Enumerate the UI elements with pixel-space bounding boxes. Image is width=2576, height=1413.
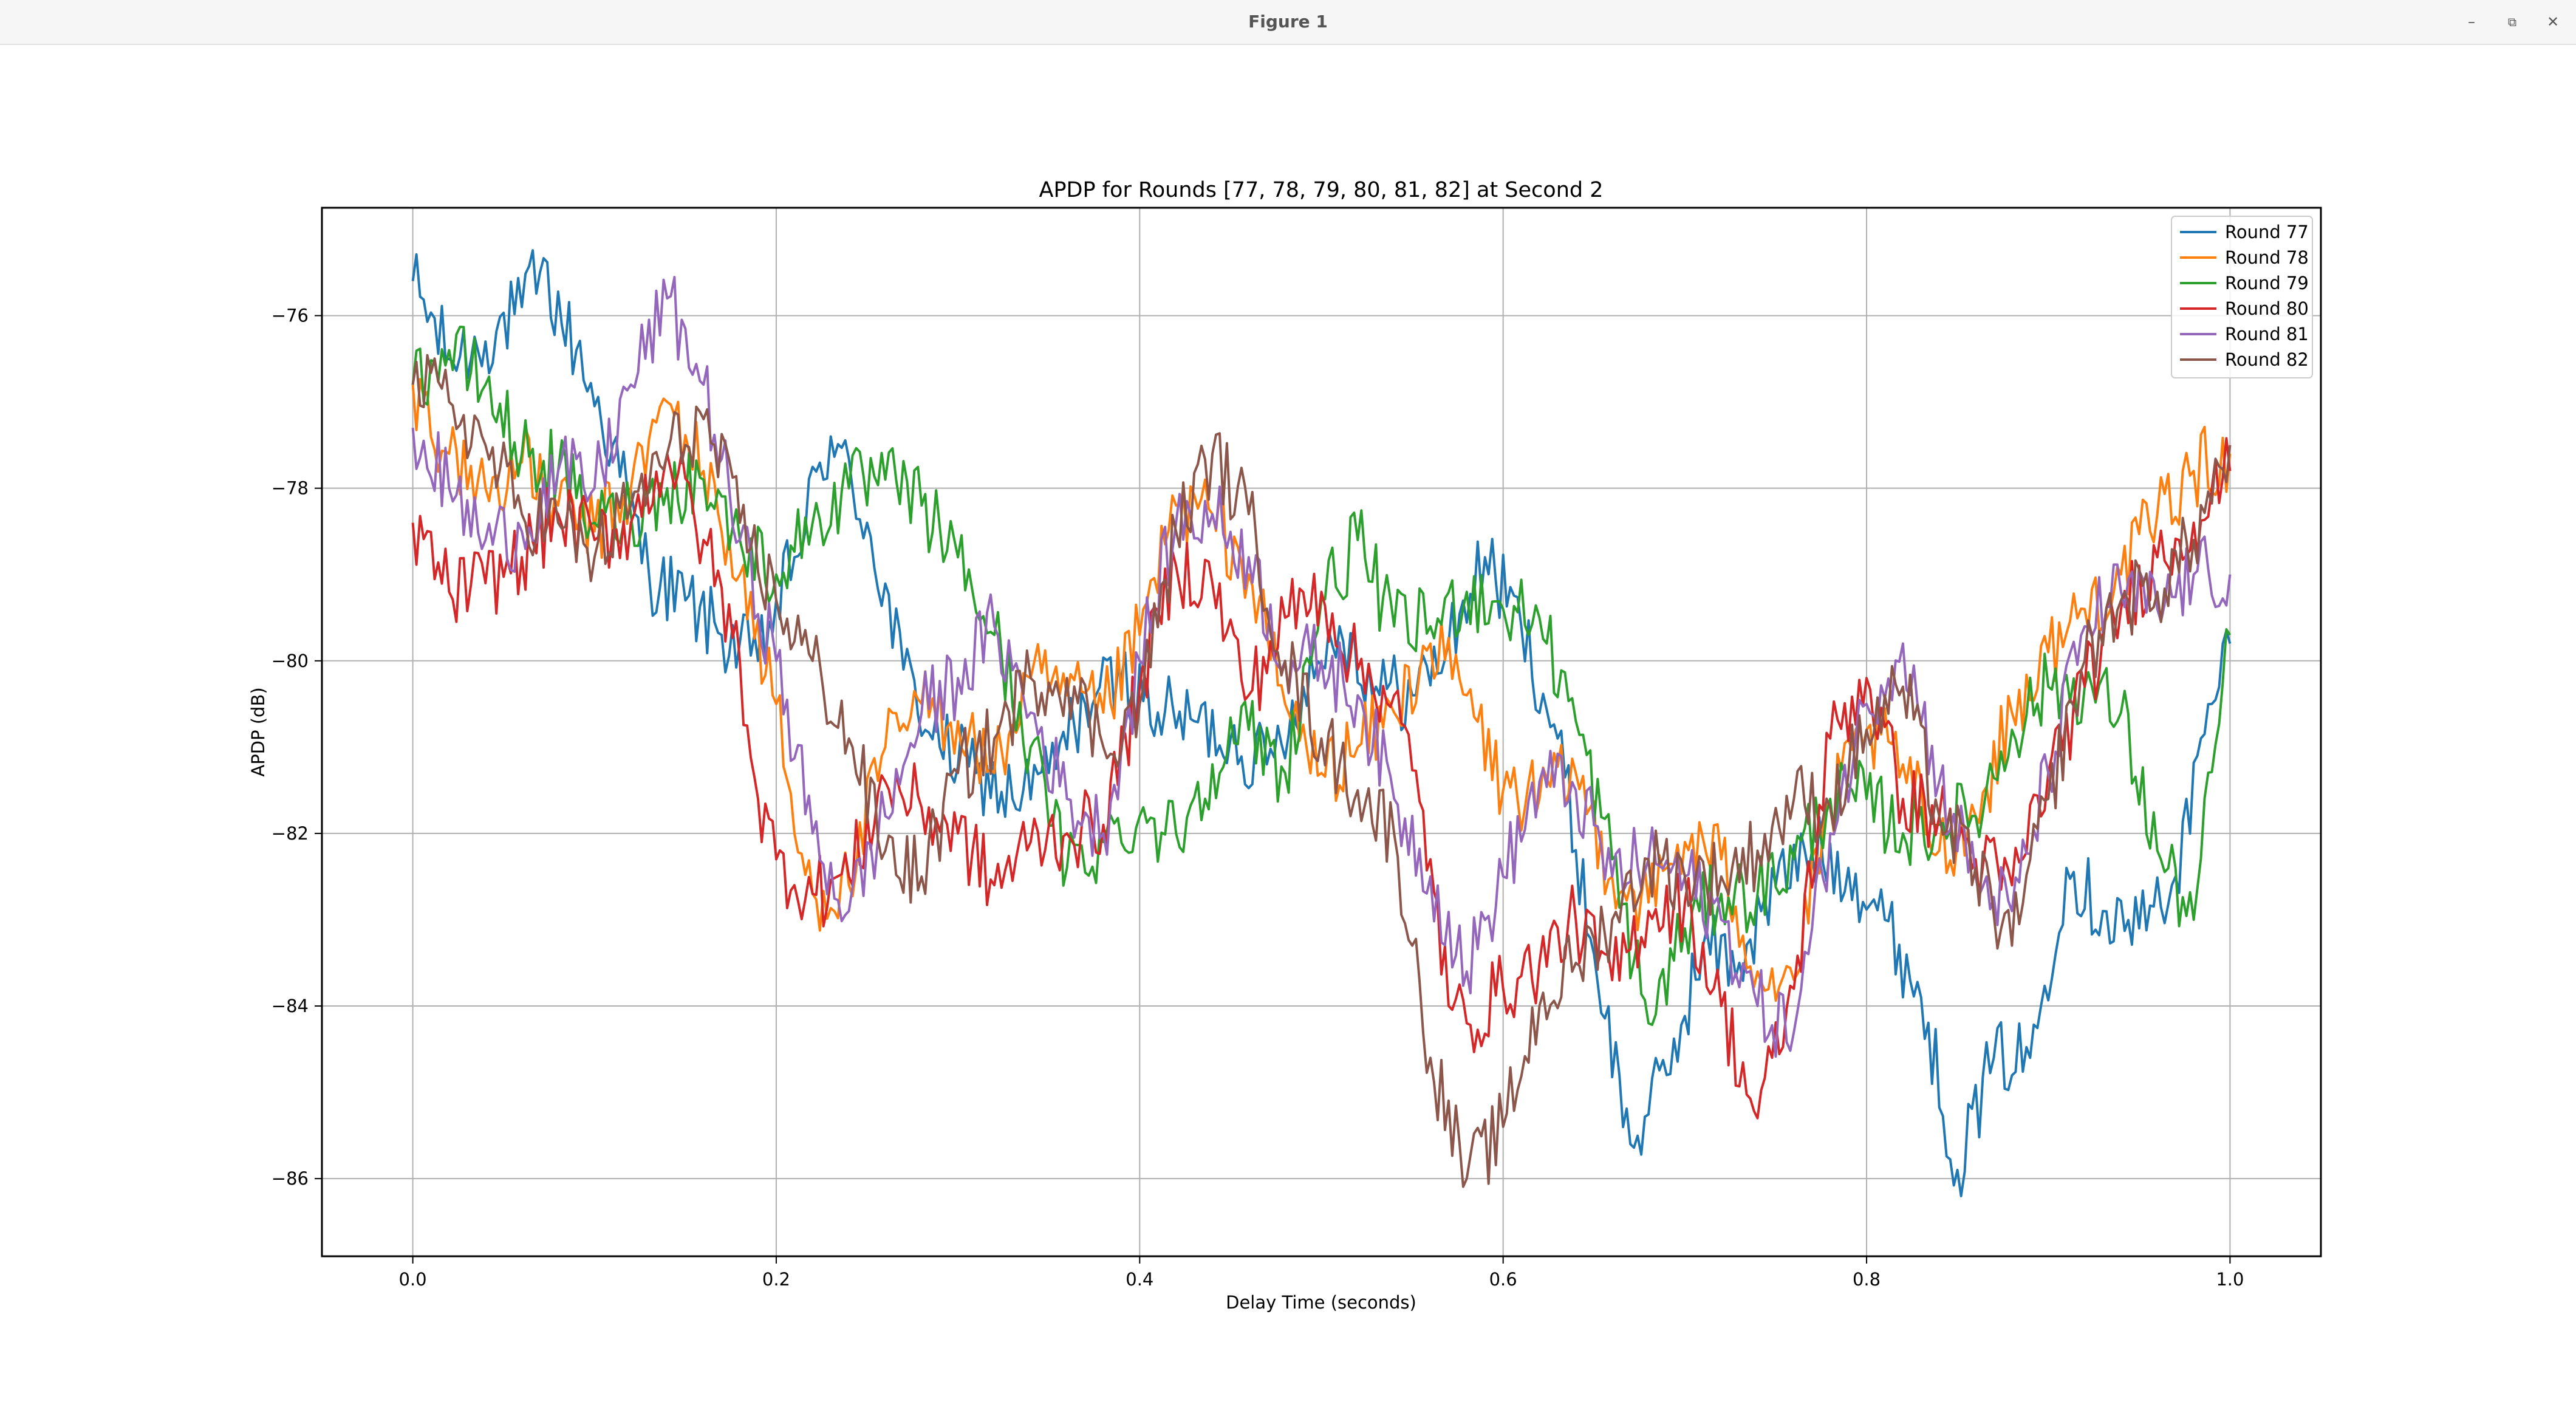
y-tick-label: −80 (272, 651, 309, 671)
minimize-button[interactable]: – (2468, 13, 2475, 30)
series-line-round-82 (411, 354, 2232, 1188)
x-tick-label: 0.8 (1853, 1269, 1881, 1290)
legend-label: Round 78 (2225, 247, 2309, 268)
x-tick-label: 0.4 (1126, 1269, 1153, 1290)
x-axis: 0.0 0.2 0.4 0.6 0.8 1.0 (399, 1256, 2244, 1290)
legend-label: Round 81 (2225, 324, 2309, 344)
y-axis-label: APDP (dB) (248, 687, 268, 776)
legend-label: Round 77 (2225, 222, 2309, 242)
y-axis: −86 −84 −82 −80 −78 −76 (272, 306, 322, 1189)
y-tick-label: −84 (272, 996, 309, 1016)
chart-title: APDP for Rounds [77, 78, 79, 80, 81, 82]… (1039, 178, 1604, 202)
y-tick-label: −82 (272, 823, 309, 844)
x-tick-label: 0.0 (399, 1269, 427, 1290)
axes-frame (321, 207, 2322, 1257)
x-axis-label: Delay Time (seconds) (1226, 1292, 1416, 1313)
plot-lines (411, 249, 2232, 1197)
figure-canvas: 0.0 0.2 0.4 0.6 0.8 1.0 −86 −84 −82 −80 −78 −76 AP… (0, 45, 2576, 1411)
x-tick-label: 0.2 (762, 1269, 790, 1290)
apdp-line-chart: 0.0 0.2 0.4 0.6 0.8 1.0 −86 −84 −82 −80 −78 −76 AP… (0, 45, 2576, 1411)
y-tick-label: −78 (272, 478, 309, 499)
y-tick-label: −76 (272, 306, 309, 326)
series-line-round-80 (411, 437, 2232, 1120)
y-tick-label: −86 (272, 1168, 309, 1189)
legend-label: Round 82 (2225, 349, 2309, 370)
x-tick-label: 0.6 (1489, 1269, 1517, 1290)
window-title: Figure 1 (1248, 12, 1328, 32)
legend-label: Round 79 (2225, 273, 2309, 293)
legend-label: Round 80 (2225, 298, 2309, 319)
maximize-button[interactable]: ⧉ (2507, 15, 2517, 29)
x-tick-label: 1.0 (2216, 1269, 2244, 1290)
close-button[interactable]: ✕ (2546, 13, 2560, 30)
window-titlebar[interactable]: Figure 1 – ⧉ ✕ (0, 0, 2576, 45)
legend: Round 77 Round 78 Round 79 Round 80 Round 81… (2171, 216, 2313, 378)
